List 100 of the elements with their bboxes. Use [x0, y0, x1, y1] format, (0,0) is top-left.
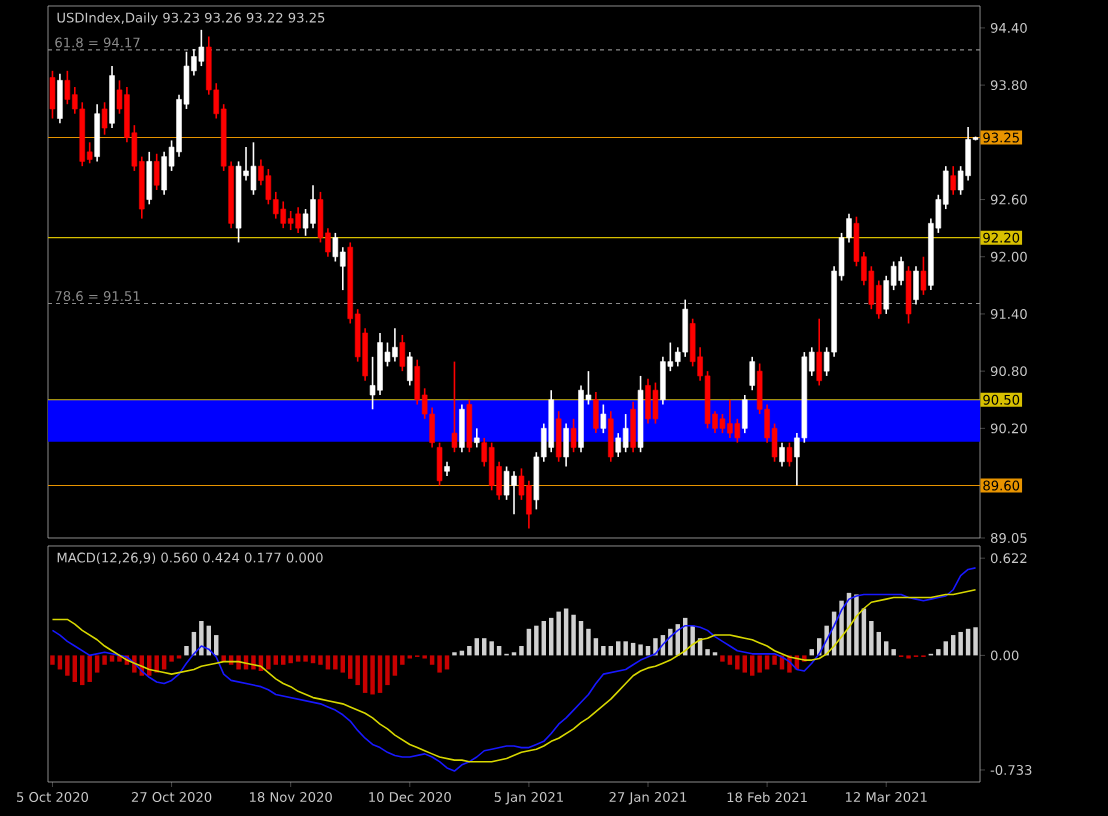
bar [377, 655, 383, 693]
candlestick [905, 265, 912, 325]
bar [467, 646, 472, 656]
candlestick [488, 441, 495, 492]
bar [623, 641, 628, 656]
candlestick [622, 413, 629, 453]
bar [50, 655, 55, 665]
candlestick [436, 441, 443, 487]
bar [437, 655, 442, 673]
candlestick [511, 470, 517, 515]
bar [109, 655, 115, 662]
candlestick [109, 65, 115, 129]
candlestick [555, 410, 562, 463]
bar [757, 655, 762, 673]
bar [772, 655, 777, 665]
bar [638, 644, 643, 656]
bar [169, 655, 174, 662]
bar [556, 611, 561, 656]
candlestick [466, 398, 473, 453]
candlestick [392, 327, 398, 363]
candlestick [57, 72, 63, 125]
candlestick [146, 151, 152, 206]
bar [72, 655, 78, 682]
bar [362, 655, 368, 693]
bar [295, 655, 301, 662]
candlestick [742, 394, 748, 434]
bar [489, 641, 494, 656]
bar [273, 655, 279, 665]
candlestick [660, 356, 666, 406]
candlestick [153, 152, 160, 191]
bar [854, 594, 859, 656]
candlestick [920, 255, 927, 296]
bar [601, 646, 606, 656]
candlestick [630, 400, 636, 453]
candlestick [682, 298, 688, 358]
bar [65, 655, 70, 676]
candlestick [913, 265, 919, 306]
bar [303, 655, 308, 662]
bar [973, 627, 978, 656]
bar [102, 655, 107, 665]
candlestick [600, 403, 607, 434]
bar [727, 655, 733, 665]
candlestick [310, 184, 316, 229]
bar [586, 628, 591, 656]
bar [333, 655, 338, 670]
candlestick [779, 441, 785, 468]
candlestick [645, 377, 651, 425]
bar [936, 649, 941, 656]
candlestick [459, 403, 465, 453]
candlestick [451, 360, 458, 453]
bar [355, 655, 360, 686]
candlestick [332, 232, 339, 263]
candlestick [64, 70, 71, 105]
candlestick [652, 381, 659, 425]
candlestick [563, 422, 569, 468]
bar [668, 628, 673, 656]
bar [281, 655, 286, 665]
candlestick [407, 351, 413, 387]
candlestick [898, 255, 904, 287]
candlestick [727, 398, 733, 439]
bar [534, 625, 539, 656]
bar [429, 655, 435, 665]
bar [80, 655, 85, 686]
candlestick [749, 356, 755, 392]
candlestick [950, 165, 956, 196]
candlestick [570, 418, 577, 453]
bar [571, 614, 576, 656]
candlestick [816, 317, 822, 387]
bar [236, 655, 241, 670]
bar [749, 655, 755, 676]
bar [348, 655, 353, 679]
bar [310, 655, 316, 664]
candlestick [593, 391, 599, 434]
candlestick [608, 410, 614, 463]
candlestick [615, 432, 621, 458]
candlestick [280, 200, 286, 229]
bar [87, 655, 92, 682]
bar [891, 649, 896, 656]
bar [266, 655, 271, 670]
candlestick [474, 427, 480, 449]
bar [385, 655, 390, 686]
candlestick [399, 334, 406, 372]
bar [742, 655, 748, 673]
candlestick [101, 101, 108, 136]
bar [154, 655, 159, 673]
candlestick [94, 103, 100, 163]
bar [318, 655, 323, 665]
bar [199, 621, 204, 656]
bar [288, 655, 293, 664]
bar [720, 655, 725, 662]
candlestick [526, 479, 532, 530]
candlestick [250, 141, 257, 196]
candlestick [786, 441, 793, 468]
bar [340, 655, 346, 673]
candlestick [287, 210, 294, 231]
candlestick [161, 151, 167, 196]
candlestick [295, 206, 301, 234]
bar [370, 655, 375, 695]
candlestick [377, 332, 383, 396]
bar [958, 631, 963, 656]
